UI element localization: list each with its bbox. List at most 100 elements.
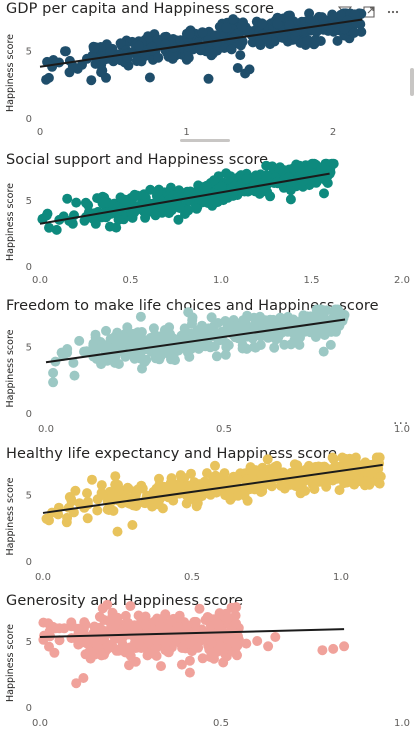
scatter-point[interactable]: [96, 480, 107, 491]
scatter-point[interactable]: [160, 609, 171, 620]
scatter-point[interactable]: [67, 218, 78, 229]
scatter-point[interactable]: [105, 46, 116, 57]
scatter-point[interactable]: [233, 474, 243, 485]
scatter-point[interactable]: [363, 466, 374, 477]
scatter-point[interactable]: [120, 196, 131, 207]
scatter-point[interactable]: [153, 52, 164, 63]
scatter-point[interactable]: [153, 634, 164, 645]
scatter-point[interactable]: [196, 491, 207, 502]
scatter-point[interactable]: [133, 40, 144, 51]
scatter-point[interactable]: [257, 18, 268, 29]
scatter-point[interactable]: [231, 618, 242, 629]
scatter-point[interactable]: [132, 327, 143, 338]
scatter-point[interactable]: [90, 58, 101, 69]
scatter-point[interactable]: [91, 354, 102, 364]
scatter-point[interactable]: [226, 44, 237, 55]
scatter-point[interactable]: [270, 632, 281, 642]
scatter-point[interactable]: [60, 46, 70, 57]
more-options-icon[interactable]: [384, 3, 402, 21]
scatter-point[interactable]: [211, 351, 222, 362]
scatter-point[interactable]: [42, 208, 53, 219]
scatter-point[interactable]: [327, 9, 338, 20]
scatter-point[interactable]: [237, 340, 248, 351]
scatter-point[interactable]: [107, 611, 118, 622]
scatter-point[interactable]: [241, 174, 252, 184]
scatter-point[interactable]: [164, 344, 174, 355]
scatter-point[interactable]: [54, 635, 65, 646]
scatter-point[interactable]: [227, 634, 238, 645]
scatter-point[interactable]: [353, 474, 364, 485]
scatter-point[interactable]: [101, 325, 111, 336]
scatter-point[interactable]: [110, 471, 121, 482]
scatter-point[interactable]: [220, 349, 231, 360]
scatter-point[interactable]: [255, 340, 266, 350]
scatter-point[interactable]: [214, 608, 225, 619]
scatter-point[interactable]: [71, 678, 82, 689]
scatter-point[interactable]: [74, 335, 85, 346]
scatter-point[interactable]: [87, 474, 97, 485]
scatter-point[interactable]: [246, 473, 257, 484]
scatter-point[interactable]: [88, 340, 99, 351]
scatter-point[interactable]: [210, 460, 220, 471]
scatter-point[interactable]: [193, 642, 204, 653]
scatter-point[interactable]: [184, 667, 195, 678]
scatter-point[interactable]: [295, 332, 305, 343]
scatter-point[interactable]: [71, 197, 82, 208]
scatter-point[interactable]: [43, 72, 54, 83]
scatter-point[interactable]: [216, 327, 227, 337]
scatter-point[interactable]: [154, 479, 165, 490]
scatter-point[interactable]: [191, 501, 202, 512]
scatter-point[interactable]: [374, 478, 385, 489]
scatter-point[interactable]: [186, 468, 196, 479]
scatter-point[interactable]: [292, 465, 303, 476]
scatter-point[interactable]: [319, 188, 329, 199]
scatter-point[interactable]: [167, 49, 178, 60]
scatter-point[interactable]: [374, 452, 384, 463]
scatter-point[interactable]: [285, 194, 296, 205]
scatter-point[interactable]: [197, 27, 208, 38]
scatter-point[interactable]: [144, 72, 155, 83]
scatter-point[interactable]: [125, 642, 136, 653]
scatter-point[interactable]: [356, 26, 367, 37]
scatter-point[interactable]: [193, 343, 204, 354]
scatter-point[interactable]: [284, 20, 295, 30]
scatter-point[interactable]: [219, 193, 229, 204]
scatter-point[interactable]: [58, 350, 69, 361]
scatter-point[interactable]: [318, 311, 329, 322]
scatter-point[interactable]: [328, 643, 339, 654]
scatter-point[interactable]: [154, 354, 165, 365]
scatter-point[interactable]: [346, 456, 357, 467]
scatter-point[interactable]: [327, 452, 338, 463]
scatter-point[interactable]: [115, 38, 126, 49]
scatter-point[interactable]: [276, 467, 287, 478]
scatter-point[interactable]: [221, 168, 232, 179]
scatter-point[interactable]: [266, 481, 277, 492]
vertical-scrollbar-thumb[interactable]: [410, 68, 414, 96]
scatter-point[interactable]: [73, 623, 84, 634]
scatter-point[interactable]: [249, 312, 259, 323]
scatter-point[interactable]: [44, 222, 54, 233]
scatter-point[interactable]: [195, 44, 206, 55]
scatter-point[interactable]: [197, 653, 208, 664]
scatter-point[interactable]: [78, 673, 89, 683]
scatter-point[interactable]: [262, 454, 273, 465]
scatter-point[interactable]: [325, 339, 336, 350]
scatter-point[interactable]: [96, 67, 107, 78]
scatter-point[interactable]: [110, 479, 121, 490]
scatter-point[interactable]: [163, 623, 174, 634]
scatter-point[interactable]: [113, 645, 124, 656]
scatter-point[interactable]: [158, 331, 169, 342]
scatter-point[interactable]: [303, 326, 314, 337]
scatter-point[interactable]: [193, 180, 204, 191]
scatter-point[interactable]: [82, 488, 92, 499]
scatter-point[interactable]: [70, 485, 81, 496]
scatter-point[interactable]: [328, 158, 339, 169]
scatter-point[interactable]: [231, 649, 242, 660]
scatter-point[interactable]: [107, 489, 118, 500]
scatter-point[interactable]: [102, 640, 113, 651]
scatter-point[interactable]: [245, 462, 256, 473]
scatter-point[interactable]: [316, 162, 327, 173]
scatter-point[interactable]: [80, 197, 91, 208]
scatter-point[interactable]: [86, 75, 97, 86]
scatter-point[interactable]: [209, 647, 220, 658]
